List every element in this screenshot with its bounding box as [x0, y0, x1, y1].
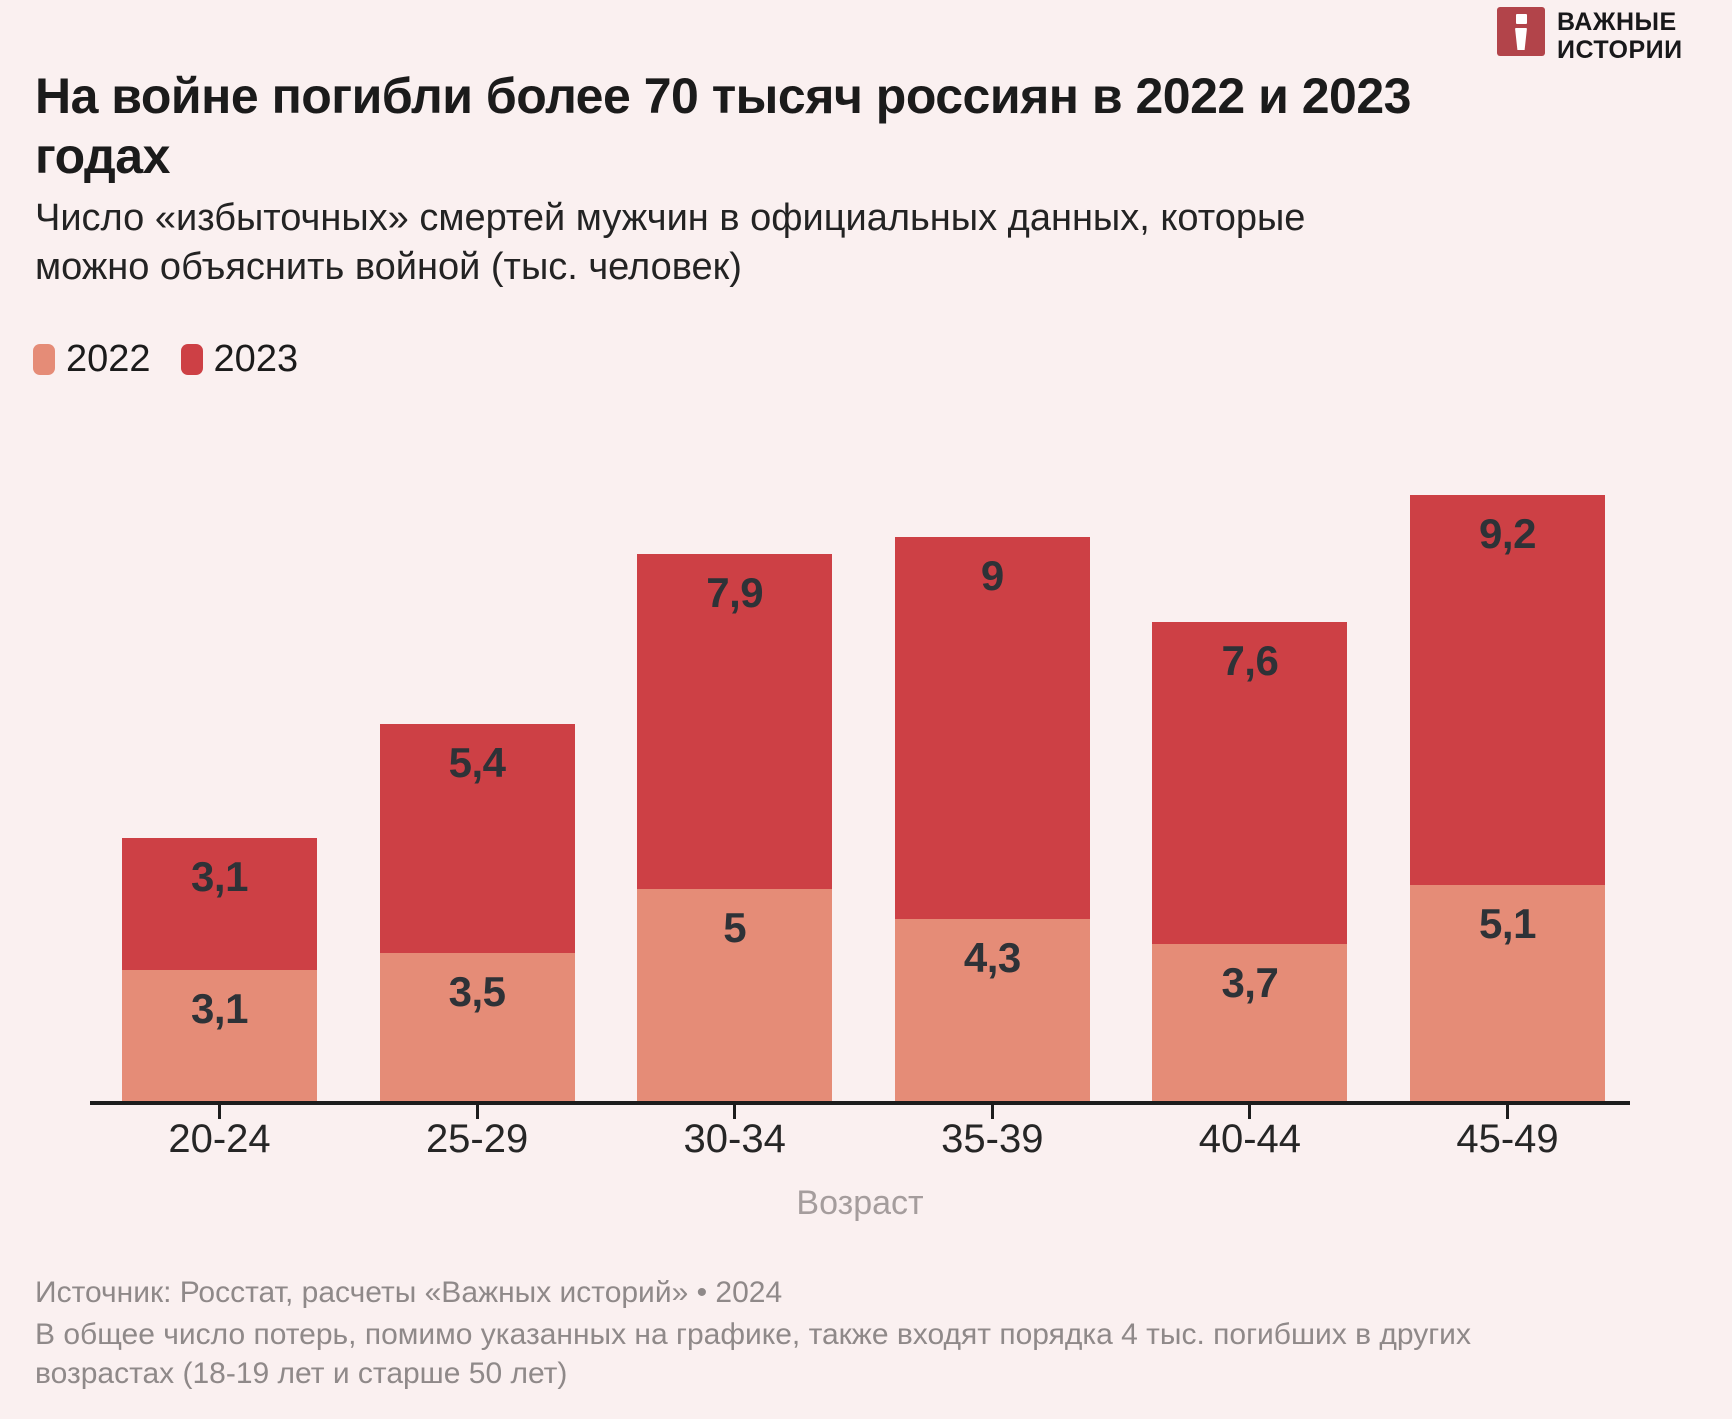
axis-tick-30-34 — [733, 1105, 737, 1119]
source-line: Источник: Росстат, расчеты «Важных истор… — [35, 1276, 783, 1309]
brand-name: ВАЖНЫЕ ИСТОРИИ — [1557, 7, 1683, 64]
brand-name-line1: ВАЖНЫЕ — [1557, 8, 1677, 36]
x-tick-label-25-29: 25-29 — [425, 1117, 529, 1161]
axis-tick-20-24 — [218, 1105, 221, 1119]
brand-i-icon — [1497, 7, 1545, 56]
value-label-2022-40-44: 3,7 — [1221, 959, 1279, 1007]
value-label-2023-25-29: 5,4 — [448, 738, 506, 786]
value-label-2023-45-49: 9,2 — [1479, 509, 1536, 557]
bar-segment-2023-45-49: 9,2 — [1410, 494, 1605, 885]
axis-tick-25-29 — [475, 1105, 479, 1119]
axis-tick-35-39 — [990, 1105, 994, 1119]
page-title: На войне погибли более 70 тысяч россиян … — [35, 68, 1411, 184]
value-label-2023-35-39: 9 — [980, 552, 1004, 600]
value-label-2023-20-24: 3,1 — [191, 853, 248, 901]
legend-swatch-2023 — [180, 344, 203, 375]
value-label-2023-30-34: 7,9 — [706, 569, 764, 617]
axis-tick-40-44 — [1248, 1105, 1252, 1119]
value-label-2022-30-34: 5 — [723, 904, 747, 951]
i-stem — [1515, 28, 1527, 50]
value-label-2022-35-39: 4,3 — [963, 933, 1021, 981]
bar-segment-2022-45-49: 5,1 — [1410, 884, 1605, 1101]
bar-segment-2023-25-29: 5,4 — [379, 723, 575, 953]
x-tick-label-45-49: 45-49 — [1456, 1117, 1559, 1161]
x-axis-labels: 20-24 25-29 30-34 35-39 40-44 45-49 — [90, 1117, 1630, 1169]
x-axis-title: Возраст — [796, 1184, 924, 1222]
legend-label-2023: 2023 — [213, 338, 299, 380]
legend-swatch-2022 — [33, 344, 55, 375]
bar-segment-2022-40-44: 3,7 — [1152, 944, 1348, 1101]
footnote: В общее число потерь, помимо указанных н… — [35, 1318, 1471, 1390]
bar-segment-2022-20-24: 3,1 — [122, 969, 317, 1101]
chart-legend: 2022 2023 — [33, 338, 298, 381]
page-subtitle: Число «избыточных» смертей мужчин в офиц… — [35, 197, 1306, 288]
brand-logo: ВАЖНЫЕ ИСТОРИИ — [1497, 7, 1683, 64]
bar-segment-2023-35-39: 9 — [894, 537, 1090, 919]
bars-container: 3,1 3,1 3,5 5,4 5 7,9 4,3 9 3,7 7,6 5,1 9,2 — [90, 450, 1630, 1101]
bar-segment-2022-30-34: 5 — [637, 889, 833, 1101]
legend-label-2022: 2022 — [66, 338, 151, 380]
value-label-2022-25-29: 3,5 — [448, 967, 506, 1015]
bar-segment-2023-20-24: 3,1 — [122, 838, 317, 970]
i-dot — [1516, 14, 1527, 24]
value-label-2022-20-24: 3,1 — [191, 984, 248, 1032]
brand-name-line2: ИСТОРИИ — [1557, 36, 1683, 64]
legend-item-2022: 2022 — [33, 338, 151, 381]
bar-segment-2023-40-44: 7,6 — [1152, 621, 1348, 945]
x-tick-label-35-39: 35-39 — [941, 1117, 1044, 1161]
value-label-2023-40-44: 7,6 — [1221, 636, 1279, 684]
bar-segment-2022-25-29: 3,5 — [379, 952, 575, 1101]
x-axis-line — [90, 1101, 1630, 1105]
bar-segment-2022-35-39: 4,3 — [894, 918, 1090, 1101]
bar-segment-2023-30-34: 7,9 — [637, 554, 833, 889]
value-label-2022-45-49: 5,1 — [1479, 899, 1536, 947]
x-axis-ticks — [90, 1105, 1630, 1119]
axis-tick-45-49 — [1506, 1105, 1509, 1119]
legend-item-2023: 2023 — [180, 338, 299, 381]
x-tick-label-30-34: 30-34 — [683, 1117, 786, 1161]
x-tick-label-40-44: 40-44 — [1198, 1117, 1302, 1161]
x-tick-label-20-24: 20-24 — [168, 1117, 271, 1161]
